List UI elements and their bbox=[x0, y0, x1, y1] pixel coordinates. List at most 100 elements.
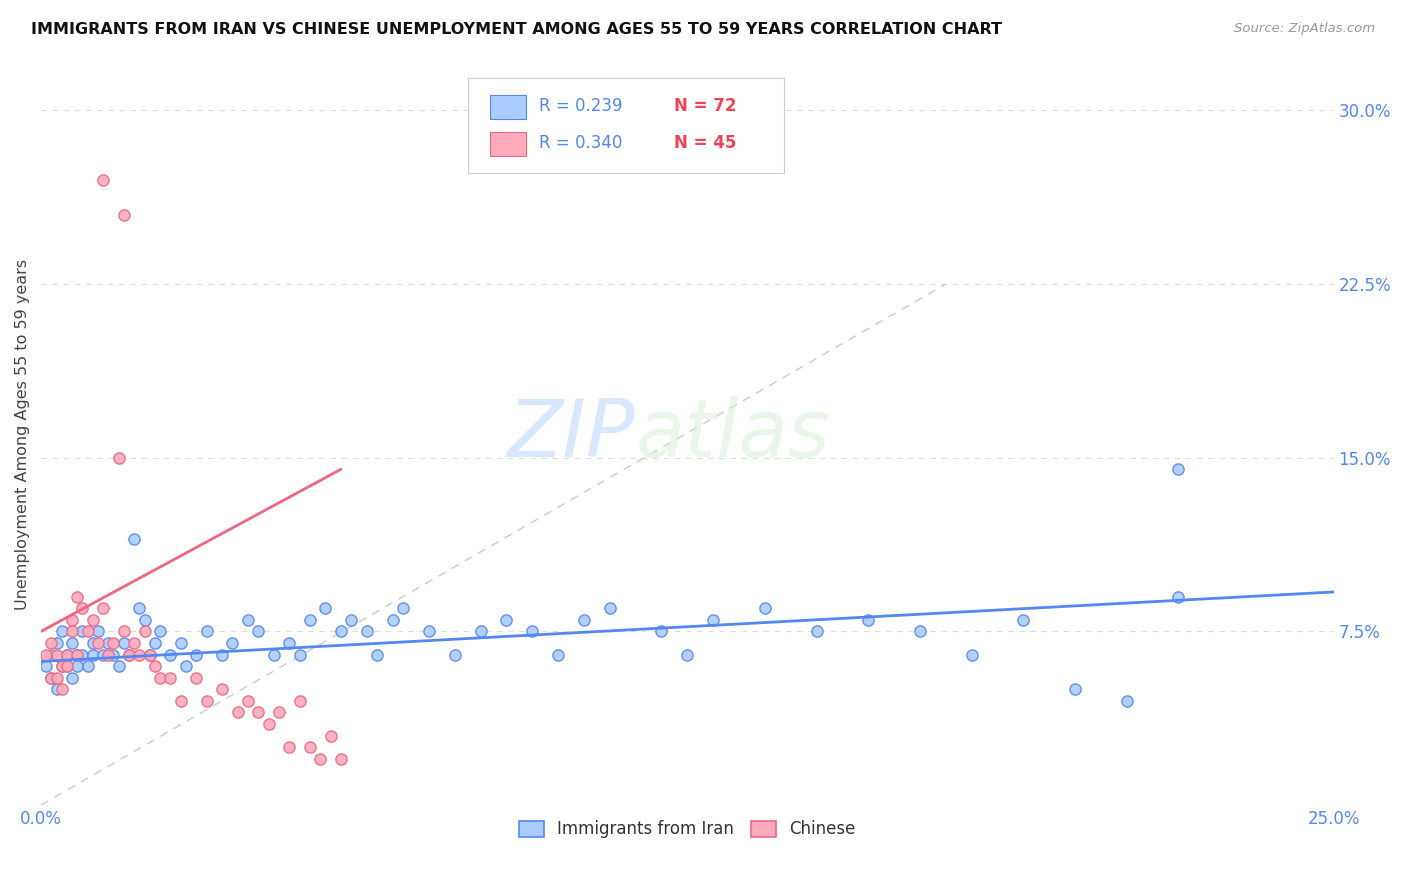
Point bbox=[82, 648, 104, 662]
Point bbox=[134, 624, 156, 639]
Point bbox=[82, 636, 104, 650]
Point bbox=[66, 590, 89, 604]
Point bbox=[134, 613, 156, 627]
Point bbox=[122, 636, 145, 650]
Point bbox=[356, 624, 378, 639]
Point bbox=[45, 682, 67, 697]
Point bbox=[56, 659, 79, 673]
Point bbox=[1167, 462, 1189, 476]
Point bbox=[381, 613, 404, 627]
Point bbox=[51, 659, 73, 673]
Point bbox=[547, 648, 569, 662]
Point bbox=[138, 648, 160, 662]
Point bbox=[91, 173, 114, 187]
Point bbox=[329, 624, 352, 639]
Point bbox=[702, 613, 724, 627]
Point bbox=[87, 636, 110, 650]
Point bbox=[288, 648, 311, 662]
Point bbox=[76, 659, 98, 673]
Point bbox=[908, 624, 931, 639]
Point bbox=[107, 450, 129, 465]
Point bbox=[159, 648, 181, 662]
Point bbox=[221, 636, 243, 650]
Point bbox=[195, 694, 218, 708]
Y-axis label: Unemployment Among Ages 55 to 59 years: Unemployment Among Ages 55 to 59 years bbox=[15, 259, 30, 610]
FancyBboxPatch shape bbox=[489, 95, 526, 119]
Point bbox=[174, 659, 197, 673]
Point bbox=[754, 601, 776, 615]
Point bbox=[1167, 590, 1189, 604]
Point bbox=[298, 613, 321, 627]
Point bbox=[118, 648, 141, 662]
Point bbox=[226, 706, 249, 720]
Point bbox=[650, 624, 672, 639]
Point bbox=[45, 648, 67, 662]
Point bbox=[236, 694, 259, 708]
Point bbox=[309, 752, 332, 766]
Text: atlas: atlas bbox=[636, 395, 831, 474]
Point bbox=[107, 659, 129, 673]
Point bbox=[35, 648, 58, 662]
Point bbox=[278, 636, 301, 650]
Point bbox=[263, 648, 285, 662]
Point bbox=[960, 648, 983, 662]
Point bbox=[278, 740, 301, 755]
Point bbox=[72, 624, 94, 639]
Point bbox=[51, 682, 73, 697]
Point bbox=[41, 671, 63, 685]
Point bbox=[170, 636, 193, 650]
Point bbox=[60, 636, 83, 650]
Point bbox=[247, 706, 270, 720]
Point bbox=[443, 648, 465, 662]
Point bbox=[211, 682, 233, 697]
Point bbox=[366, 648, 388, 662]
Point bbox=[195, 624, 218, 639]
Point bbox=[41, 648, 63, 662]
Text: R = 0.340: R = 0.340 bbox=[538, 135, 621, 153]
Point bbox=[91, 648, 114, 662]
Point bbox=[41, 671, 63, 685]
Point bbox=[122, 532, 145, 546]
Point bbox=[236, 613, 259, 627]
Point bbox=[288, 694, 311, 708]
Point bbox=[599, 601, 621, 615]
Point bbox=[1064, 682, 1087, 697]
Point bbox=[319, 729, 342, 743]
Point bbox=[257, 717, 280, 731]
Point bbox=[82, 613, 104, 627]
Point bbox=[138, 648, 160, 662]
Point bbox=[76, 624, 98, 639]
Point bbox=[676, 648, 699, 662]
Point bbox=[35, 659, 58, 673]
Point bbox=[495, 613, 517, 627]
Point bbox=[112, 208, 135, 222]
Point bbox=[572, 613, 595, 627]
Point bbox=[97, 648, 120, 662]
Point bbox=[56, 648, 79, 662]
Point bbox=[56, 648, 79, 662]
Point bbox=[60, 624, 83, 639]
Point bbox=[143, 659, 166, 673]
Point bbox=[806, 624, 828, 639]
Point bbox=[66, 648, 89, 662]
Text: N = 45: N = 45 bbox=[675, 135, 737, 153]
Point bbox=[340, 613, 363, 627]
Point bbox=[91, 601, 114, 615]
Point bbox=[329, 752, 352, 766]
Legend: Immigrants from Iran, Chinese: Immigrants from Iran, Chinese bbox=[512, 814, 862, 845]
Point bbox=[143, 636, 166, 650]
Point bbox=[1115, 694, 1137, 708]
Point bbox=[118, 648, 141, 662]
Point bbox=[45, 671, 67, 685]
Text: IMMIGRANTS FROM IRAN VS CHINESE UNEMPLOYMENT AMONG AGES 55 TO 59 YEARS CORRELATI: IMMIGRANTS FROM IRAN VS CHINESE UNEMPLOY… bbox=[31, 22, 1002, 37]
FancyBboxPatch shape bbox=[468, 78, 785, 173]
FancyBboxPatch shape bbox=[489, 132, 526, 156]
Point bbox=[159, 671, 181, 685]
Point bbox=[1012, 613, 1035, 627]
Point bbox=[522, 624, 544, 639]
Point bbox=[128, 648, 150, 662]
Point bbox=[858, 613, 880, 627]
Point bbox=[392, 601, 415, 615]
Point bbox=[72, 601, 94, 615]
Text: Source: ZipAtlas.com: Source: ZipAtlas.com bbox=[1234, 22, 1375, 36]
